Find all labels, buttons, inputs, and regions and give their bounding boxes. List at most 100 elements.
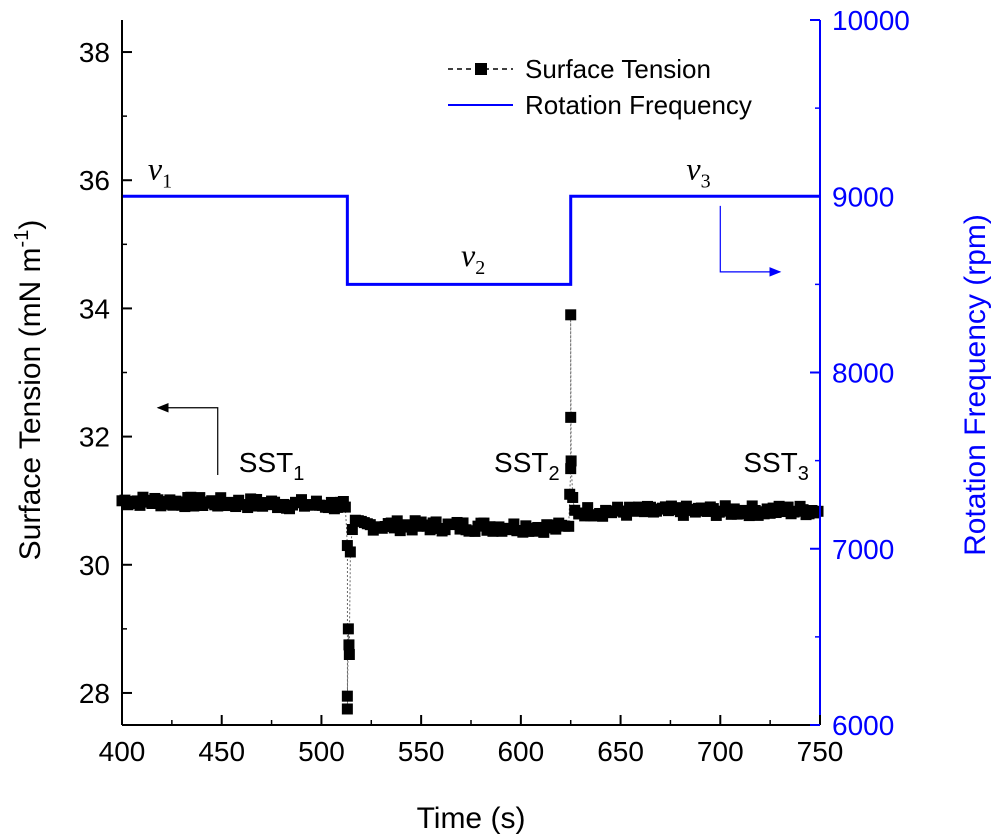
y-axis-right-title: Rotation Frequency (rpm) [959,214,992,556]
y-left-tick-label: 34 [79,293,110,324]
annotation-sst-subscript: 3 [798,463,809,485]
series-rotation-frequency-line [122,194,820,286]
series-surface-tension-point [621,509,633,521]
series-surface-tension-point [565,309,577,321]
y-right-tick-label: 6000 [832,710,894,741]
series-surface-tension-point [346,524,358,536]
series-surface-tension-point [563,520,575,532]
plot-area: ν1 ν2 ν3 SST1 SST2 SST3 [116,150,824,715]
series-surface-tension-point [341,540,353,552]
x-tick-label: 700 [697,736,744,767]
x-tick-label: 500 [298,736,345,767]
y-right-tick-label: 8000 [832,358,894,389]
series-surface-tension-point [597,510,609,522]
series-surface-tension-point [391,515,403,527]
annotation-nu-subscript: 2 [475,257,485,279]
series-surface-tension-point [565,455,577,467]
y-axis-left-title-sup: -1 [11,230,33,248]
series-surface-tension-point [409,515,421,527]
series-surface-tension-point [388,522,400,534]
x-tick-label: 750 [797,736,844,767]
legend: Surface Tension Rotation Frequency [448,54,752,120]
series-surface-tension-point [538,526,550,538]
x-tick-label: 600 [497,736,544,767]
series-surface-tension-point [743,510,755,522]
series-surface-tension-point [343,649,355,660]
series-surface-tension-point [194,492,206,504]
legend-surface-tension-marker [475,63,487,75]
series-surface-tension-point [212,500,224,512]
series-surface-tension-point [179,501,191,513]
y-left-tick-label: 38 [79,37,110,68]
series-surface-tension-point [424,524,436,536]
series-surface-tension-point [812,505,824,517]
y-axis-left-title: Surface Tension (mN m-1) [11,220,47,561]
series-surface-tension-point [339,501,351,513]
series-surface-tension-point [707,503,719,515]
series-surface-tension-point [341,703,353,715]
arrow-to-left-axis [156,402,219,476]
series-surface-tension-point [325,496,337,508]
y-left-tick-label: 30 [79,550,110,581]
annotation-sst-2: SST2 [494,447,560,485]
axes: 400 450 500 550 600 650 700 7502830323436386000… [79,5,910,767]
series-surface-tension-point [567,491,579,503]
series-surface-tension-point [582,502,594,514]
y-right-tick-label: 10000 [832,5,910,36]
annotation-nu-subscript: 3 [701,170,711,192]
y-left-tick-label: 32 [79,422,110,453]
series-surface-tension-transient-trace [344,507,353,709]
series-surface-tension-point [478,517,490,529]
series-surface-tension-point [508,518,520,530]
series-surface-tension-point [245,493,257,505]
y-left-tick-label: 36 [79,165,110,196]
series-surface-tension-point [295,494,307,506]
series-surface-tension-point [152,494,164,506]
series-surface-tension-point [344,546,356,558]
annotation-sst-subscript: 1 [293,463,304,485]
series-surface-tension-point [454,523,466,535]
series-surface-tension-point [439,524,451,536]
legend-surface-tension-label: Surface Tension [525,54,711,84]
series-surface-tension-point [134,499,146,511]
series-surface-tension-point [565,411,577,423]
x-tick-label: 400 [99,736,146,767]
annotation-sst-1: SST1 [239,447,305,485]
series-surface-tension-point [406,524,418,536]
annotation-nu-subscript: 1 [162,170,172,192]
series-surface-tension-point [343,639,355,651]
series-surface-tension-point [520,520,532,532]
series-surface-tension-point [185,491,197,503]
series-surface-tension-point [215,492,227,504]
annotation-sst-3: SST3 [743,447,809,485]
y-left-tick-label: 28 [79,678,110,709]
annotation-nu-2: ν2 [461,237,485,279]
series-surface-tension-point [242,502,254,514]
y-axis-left-title-end: ) [14,220,47,230]
x-axis-title: Time (s) [417,802,526,835]
series-surface-tension-point [230,501,242,513]
series-surface-tension-point [770,507,782,519]
y-right-tick-label: 9000 [832,181,894,212]
x-tick-label: 450 [198,736,245,767]
series-surface-tension-point [451,516,463,528]
series-surface-tension-point [550,523,562,535]
series-surface-tension-point [248,500,260,512]
annotation-sst-subscript: 2 [549,463,560,485]
series-surface-tension-point [569,504,581,516]
series-surface-tension-point [579,510,591,522]
y-right-tick-label: 7000 [832,534,894,565]
x-tick-label: 550 [398,736,445,767]
arrow-to-right-axis [719,205,782,277]
series-surface-tension-point [457,517,469,529]
annotation-nu-3: ν3 [686,150,710,192]
series-surface-tension-point [430,516,442,528]
x-tick-label: 650 [597,736,644,767]
annotation-nu-1: ν1 [148,150,172,192]
series-surface-tension-point [341,690,353,702]
legend-rotation-frequency-label: Rotation Frequency [525,90,752,120]
series-surface-tension-point [337,495,349,507]
series-surface-tension-point [517,526,529,538]
series-surface-tension-point [565,463,577,475]
